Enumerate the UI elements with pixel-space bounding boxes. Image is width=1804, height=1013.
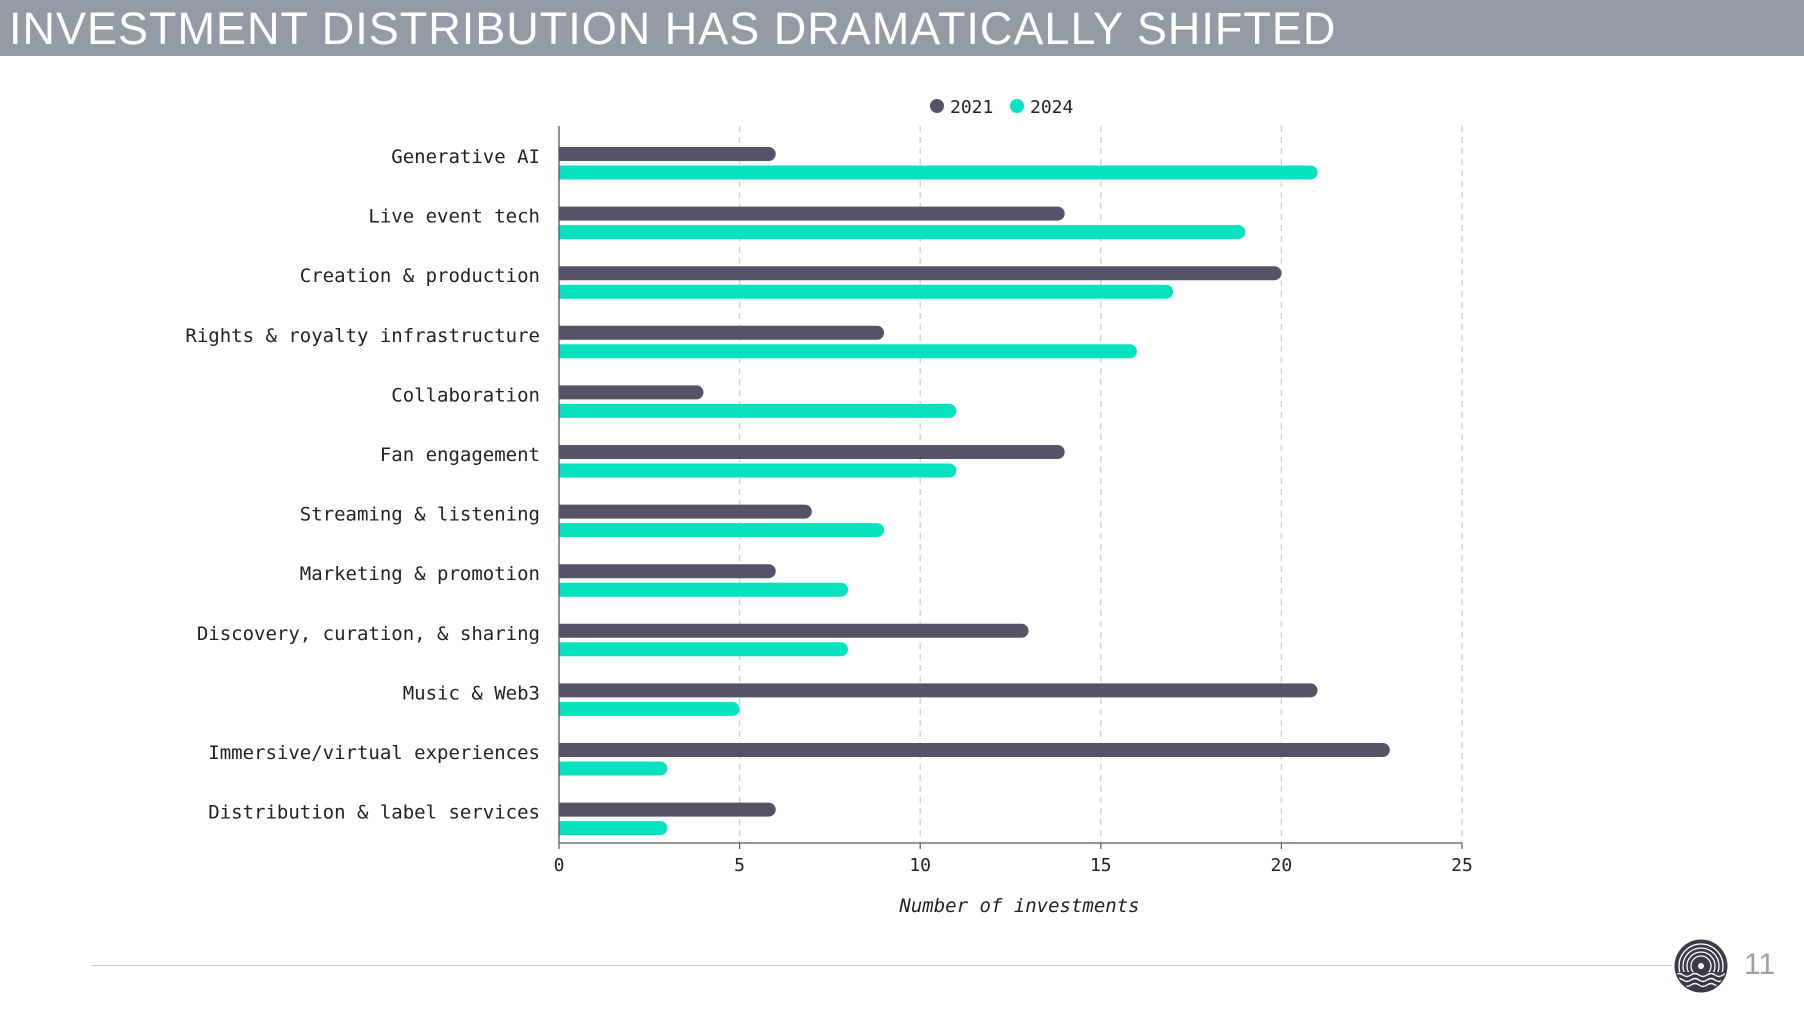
slide-title: INVESTMENT DISTRIBUTION HAS DRAMATICALLY…	[9, 3, 1337, 54]
bar-2021	[559, 206, 1065, 221]
legend-label: 2024	[1030, 97, 1073, 118]
bar-2021	[559, 683, 1318, 698]
chart-grid	[738, 126, 1463, 843]
category-label: Live event tech	[368, 206, 540, 228]
bar-2024	[559, 284, 1174, 299]
bar-2024	[559, 523, 885, 538]
bar-2021	[559, 266, 1282, 281]
chart-bars	[559, 147, 1390, 836]
bar-2024	[559, 701, 740, 716]
bar-2024	[559, 761, 668, 776]
category-label: Rights & royalty infrastructure	[185, 325, 540, 347]
bar-2024	[559, 582, 848, 597]
x-tick-label: 20	[1271, 855, 1293, 876]
category-label: Distribution & label services	[208, 802, 540, 824]
bar-2024	[559, 344, 1137, 359]
category-label: Streaming & listening	[300, 504, 540, 526]
bar-2024	[559, 642, 848, 657]
category-label: Collaboration	[391, 384, 540, 406]
footer-divider	[92, 965, 1672, 966]
bar-2024	[559, 403, 957, 418]
title-bar: INVESTMENT DISTRIBUTION HAS DRAMATICALLY…	[0, 0, 1804, 56]
bar-2021	[559, 385, 704, 400]
legend-label: 2021	[950, 97, 993, 118]
bar-2021	[559, 445, 1065, 459]
category-label: Fan engagement	[380, 444, 540, 466]
legend-swatch-2021	[930, 99, 944, 113]
bar-2021	[559, 802, 776, 817]
bar-2021	[559, 743, 1390, 757]
category-label: Discovery, curation, & sharing	[197, 623, 540, 645]
category-label: Music & Web3	[403, 682, 540, 704]
x-tick-label: 0	[554, 855, 565, 876]
bar-2024	[559, 821, 668, 836]
x-tick-label: 5	[734, 855, 745, 876]
page-number: 11	[1744, 948, 1776, 981]
x-tick-label: 10	[909, 855, 931, 876]
bar-2021	[559, 623, 1029, 638]
x-tick-label: 25	[1451, 855, 1473, 876]
x-axis-title: Number of investments	[898, 895, 1139, 917]
bar-2021	[559, 504, 812, 519]
bar-2021	[559, 325, 885, 340]
category-label: Immersive/virtual experiences	[208, 742, 540, 764]
chart-legend: 2021 2024	[930, 97, 1073, 118]
bar-2024	[559, 165, 1318, 180]
category-label: Marketing & promotion	[300, 563, 540, 585]
category-label: Generative AI	[391, 146, 540, 168]
chart-axes: 0 5 10 15 20 25 Generative AI Live event tech Cr…	[185, 126, 1473, 917]
x-tick-label: 15	[1090, 855, 1112, 876]
vinyl-record-waves-icon	[1674, 939, 1728, 993]
bar-2024	[559, 463, 957, 478]
bar-2021	[559, 147, 776, 161]
bar-2021	[559, 564, 776, 579]
legend-swatch-2024	[1010, 99, 1024, 113]
category-label: Creation & production	[300, 265, 540, 287]
bar-2024	[559, 225, 1246, 240]
